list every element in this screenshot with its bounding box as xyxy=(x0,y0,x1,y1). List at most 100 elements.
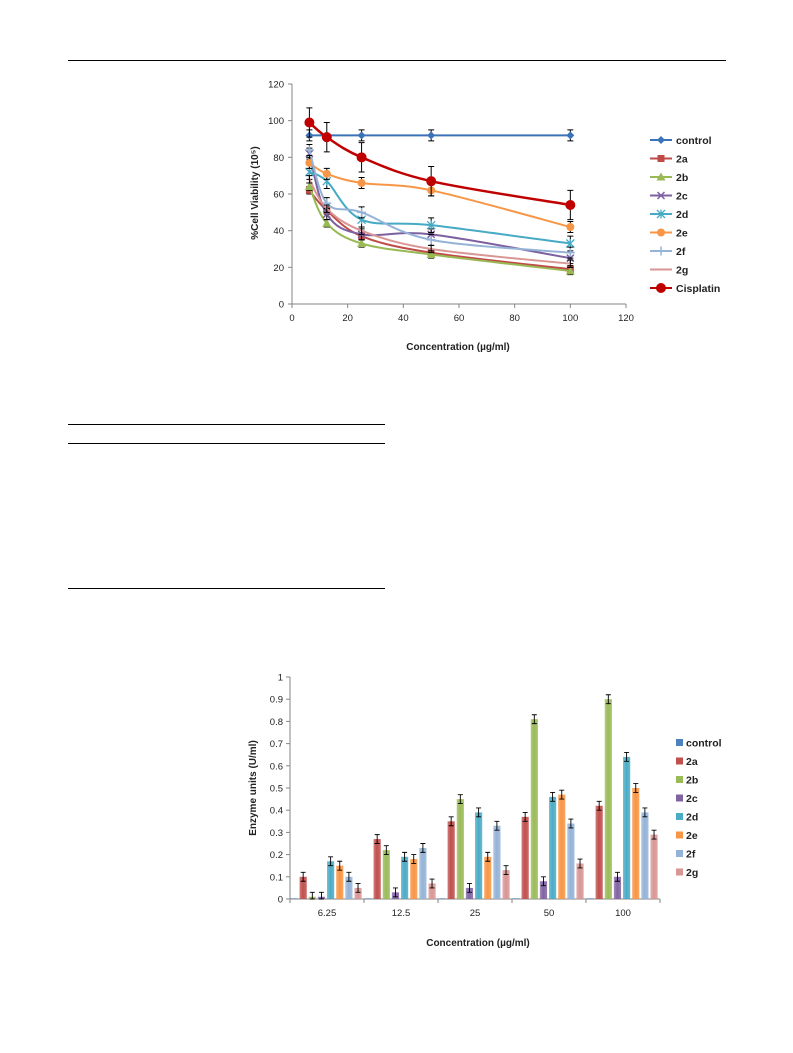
x-tick-label: 0 xyxy=(289,313,294,324)
error-bar xyxy=(392,887,398,898)
legend-swatch-2f xyxy=(676,850,683,857)
legend-label-2e: 2e xyxy=(676,228,688,240)
legend-swatch-2g xyxy=(676,868,683,876)
error-bar xyxy=(402,851,408,862)
series-2b xyxy=(304,182,575,276)
bar-2f xyxy=(345,876,353,899)
bar-chart-x-axis-title: Concentration (µg/ml) xyxy=(426,938,530,949)
error-bar xyxy=(540,876,546,887)
data-point-2f xyxy=(357,207,367,217)
data-point-2e xyxy=(566,223,575,231)
y-tick-label: 0.2 xyxy=(270,850,283,861)
legend-label-2g: 2g xyxy=(686,867,698,879)
legend-swatch-2b xyxy=(676,776,683,783)
data-point-2b xyxy=(304,182,314,191)
error-bar xyxy=(374,834,380,844)
legend-item-2b: 2b xyxy=(676,775,698,787)
x-tick-label: 120 xyxy=(618,313,634,324)
legend-item-2a: 2a xyxy=(676,756,698,768)
legend-label-2f: 2f xyxy=(686,849,696,861)
bar-2a xyxy=(299,876,307,899)
error-bar xyxy=(624,752,630,762)
error-bar xyxy=(420,843,426,853)
bar-2b xyxy=(530,719,538,899)
x-tick-label: 12.5 xyxy=(392,908,411,919)
bar-2g xyxy=(650,834,658,899)
data-point-cisplatin xyxy=(565,200,576,210)
legend-item-2c: 2c xyxy=(676,793,698,805)
legend-marker-2a xyxy=(657,155,665,162)
x-tick-label: 80 xyxy=(509,313,520,324)
legend-item-2e: 2e xyxy=(650,228,688,240)
y-tick-label: 0.1 xyxy=(270,872,283,883)
error-bar xyxy=(323,204,330,213)
error-bar xyxy=(448,816,454,827)
bar-2a xyxy=(521,816,529,899)
error-bar xyxy=(411,854,417,864)
legend-marker-cisplatin xyxy=(656,283,666,293)
x-tick-label: 100 xyxy=(562,313,578,324)
legend-swatch-2c xyxy=(676,794,683,802)
y-tick-label: 0.5 xyxy=(270,784,283,795)
bar-2f xyxy=(493,825,501,899)
error-bar xyxy=(605,694,611,705)
error-bar xyxy=(429,878,435,889)
y-tick-label: 0.4 xyxy=(270,806,283,817)
error-bar xyxy=(346,871,352,882)
error-bar xyxy=(309,891,315,900)
legend-label-2f: 2f xyxy=(676,246,686,258)
series-cisplatin xyxy=(304,107,576,221)
error-bar xyxy=(559,789,565,800)
enzyme-units-bar-chart: 0 0.1 0.2 0.3 0.4 0.5 0.6 0.7 0.8 0.9 1 6.25 12.5 25 5… xyxy=(248,673,722,950)
bar-2a xyxy=(595,805,603,899)
table-bottom-rule xyxy=(68,588,385,589)
bar-control xyxy=(290,898,298,899)
series-line-2g xyxy=(308,178,571,265)
error-bar xyxy=(337,860,343,871)
bar-chart-legend: control 2a 2b 2c 2d 2e 2f 2g xyxy=(676,738,722,879)
data-point-2f xyxy=(304,145,314,155)
series-2c xyxy=(317,871,622,900)
data-point-control xyxy=(427,131,436,140)
legend-swatch-2d xyxy=(676,813,683,820)
data-point-2b xyxy=(426,250,436,258)
error-bar xyxy=(596,800,602,811)
data-point-cisplatin xyxy=(426,176,437,187)
series-2a xyxy=(299,800,603,899)
bar-2b xyxy=(456,799,464,899)
legend-label-2b: 2b xyxy=(676,172,688,184)
legend-label-2a: 2a xyxy=(676,154,688,166)
series-line-2e xyxy=(308,161,571,228)
series-2f xyxy=(345,807,649,899)
error-bar xyxy=(567,259,574,268)
bar-control xyxy=(438,898,446,899)
legend-swatch-control xyxy=(676,739,683,746)
legend-label-2b: 2b xyxy=(686,775,698,787)
legend-marker-2e xyxy=(657,228,665,237)
error-bar xyxy=(614,871,620,882)
error-bar xyxy=(466,883,472,893)
error-bar xyxy=(577,858,583,869)
series-line-2a xyxy=(308,189,571,271)
bar-control xyxy=(364,898,372,899)
error-bar xyxy=(522,811,528,822)
bar-control xyxy=(512,898,520,899)
y-tick-label: 60 xyxy=(273,190,284,201)
y-tick-label: 0.6 xyxy=(270,761,283,772)
error-bar xyxy=(300,871,306,882)
legend-label-2g: 2g xyxy=(676,265,688,277)
series-2g xyxy=(306,175,574,268)
error-bar xyxy=(328,856,334,867)
y-tick-label: 0 xyxy=(278,895,283,906)
error-bar xyxy=(383,845,389,856)
legend-item-2e: 2e xyxy=(676,830,698,842)
bar-2a xyxy=(373,839,381,899)
header-rule xyxy=(68,60,726,61)
error-bar xyxy=(355,883,361,893)
bar-2c xyxy=(465,887,474,899)
error-bar xyxy=(642,807,648,818)
line-chart-series xyxy=(304,107,576,276)
bar-2d xyxy=(401,856,409,899)
x-tick-label: 25 xyxy=(470,908,481,919)
line-chart-axes xyxy=(288,83,627,308)
